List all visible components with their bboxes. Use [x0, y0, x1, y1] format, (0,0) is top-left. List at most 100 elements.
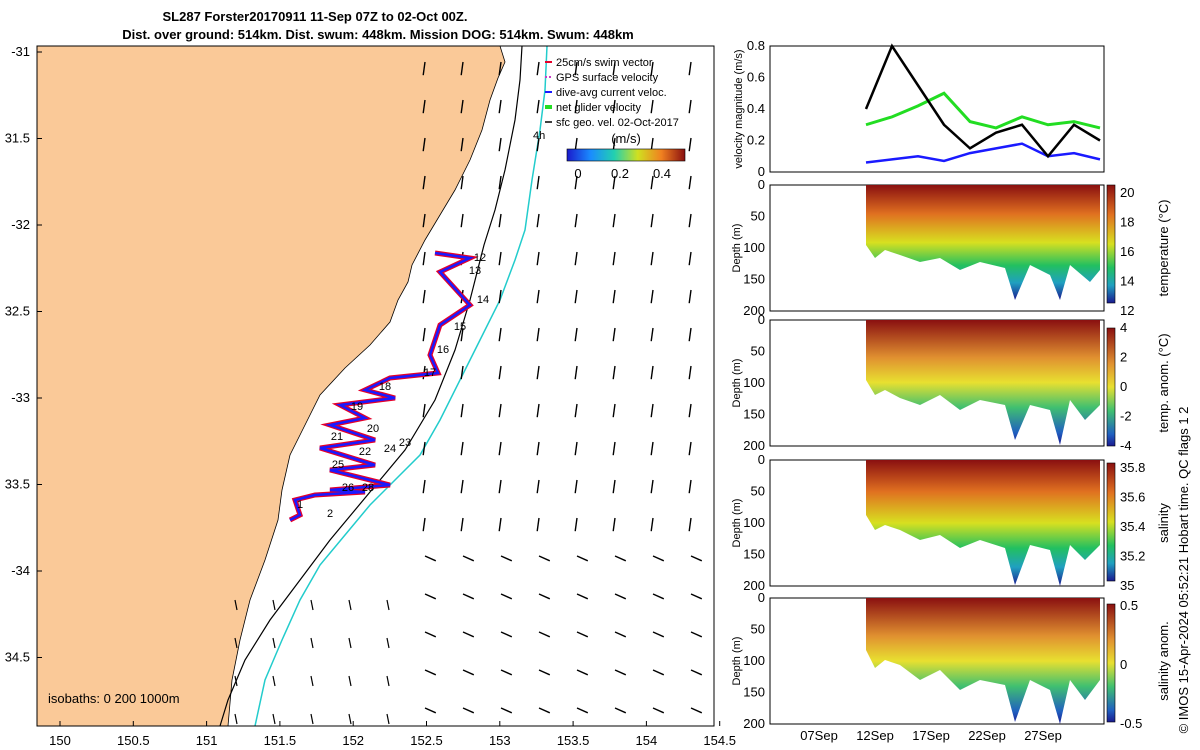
- current-arrow: [536, 251, 540, 266]
- current-arrow: [688, 517, 692, 532]
- day-label: 17: [424, 367, 436, 379]
- colorbar-tick: -2: [1120, 409, 1132, 424]
- colorbar-tick: 35.8: [1120, 460, 1145, 475]
- current-arrow: [614, 593, 627, 600]
- panel-y-tick: 0.8: [747, 38, 765, 53]
- legend-geo: sfc geo. vel. 02-Oct-2017: [556, 117, 679, 129]
- day-label: 20: [367, 423, 379, 435]
- current-arrow: [538, 669, 551, 676]
- colorbar-tick: 4: [1120, 320, 1127, 335]
- current-arrow: [536, 517, 540, 532]
- current-arrow: [690, 555, 703, 562]
- current-arrow: [460, 365, 464, 380]
- day-label: 19: [351, 401, 363, 413]
- map-y-ticks: -31 31.5 -32 32.5 -33 33.5 -34 34.5: [5, 44, 42, 665]
- current-arrow: [612, 61, 616, 76]
- current-arrow: [422, 403, 426, 418]
- panel-ylabel: Depth (m): [731, 224, 743, 273]
- current-arrow: [310, 675, 314, 687]
- map-x-tick: 150: [49, 733, 71, 748]
- current-arrow: [422, 327, 426, 342]
- current-arrow: [460, 61, 464, 76]
- colorbar-label: temp. anom. (°C): [1156, 333, 1171, 432]
- current-arrow: [650, 175, 654, 190]
- current-arrow: [688, 213, 692, 228]
- current-arrow: [688, 441, 692, 456]
- velocity-series: [865, 91, 1101, 130]
- map-y-tick: -31: [11, 44, 30, 59]
- panel-y-tick: 0: [758, 177, 765, 192]
- isobath-200: [219, 45, 523, 727]
- colorbar-tick: 35.2: [1120, 549, 1145, 564]
- current-arrow: [538, 593, 551, 600]
- colorbar-tick: 0.5: [1120, 598, 1138, 613]
- current-arrow: [422, 213, 426, 228]
- current-arrow: [424, 669, 437, 676]
- current-arrow: [498, 251, 502, 266]
- time-tick: 12Sep: [856, 728, 894, 743]
- current-arrow: [272, 675, 276, 687]
- current-arrow: [460, 327, 464, 342]
- panel-y-tick: 50: [751, 484, 765, 499]
- current-arrow: [576, 669, 589, 676]
- current-arrow: [612, 441, 616, 456]
- current-arrow: [424, 707, 437, 714]
- colorbar-tick: 14: [1120, 274, 1134, 289]
- current-arrow: [652, 707, 665, 714]
- current-arrow: [536, 441, 540, 456]
- colorbar-label: salinity: [1156, 503, 1171, 543]
- panel-ylabel: Depth (m): [731, 359, 743, 408]
- current-arrow: [690, 631, 703, 638]
- current-arrow: [272, 599, 276, 611]
- current-arrow: [536, 61, 540, 76]
- current-arrow: [422, 289, 426, 304]
- current-arrow: [272, 637, 276, 649]
- map-x-tick: 150.5: [117, 733, 150, 748]
- day-label: 2: [327, 508, 333, 520]
- current-arrow: [460, 441, 464, 456]
- current-arrow: [614, 669, 627, 676]
- current-arrow: [234, 675, 238, 687]
- legend-net: net glider velocity: [556, 102, 641, 114]
- current-arrow: [498, 175, 502, 190]
- map-x-tick: 154: [636, 733, 658, 748]
- colorbar-title: (m/s): [611, 131, 641, 146]
- current-arrows: [234, 61, 703, 725]
- current-arrow: [612, 99, 616, 114]
- current-arrow: [574, 61, 578, 76]
- current-arrow: [576, 631, 589, 638]
- current-arrow: [690, 707, 703, 714]
- isobath-label: isobaths: 0 200 1000m: [48, 691, 180, 706]
- time-label: 4h: [533, 130, 545, 142]
- colorbar-tick: 35.6: [1120, 490, 1145, 505]
- current-arrow: [348, 599, 352, 611]
- panel-y-tick: 100: [743, 375, 765, 390]
- time-tick: 27Sep: [1024, 728, 1062, 743]
- colorbar-tick: 35.4: [1120, 519, 1145, 534]
- panel-y-tick: 150: [743, 685, 765, 700]
- day-label: 21: [331, 431, 343, 443]
- legend-dive: dive-avg current veloc.: [556, 87, 667, 99]
- current-arrow: [462, 707, 475, 714]
- colorbar-tick: 12: [1120, 303, 1134, 318]
- current-arrow: [536, 213, 540, 228]
- isobath-1000: [254, 45, 548, 727]
- current-arrow: [688, 175, 692, 190]
- colorbar-tick: 2: [1120, 350, 1127, 365]
- panel-y-tick: 100: [743, 653, 765, 668]
- current-arrow: [460, 213, 464, 228]
- current-arrow: [462, 555, 475, 562]
- current-arrow: [500, 707, 513, 714]
- current-arrow: [650, 403, 654, 418]
- panel-y-tick: 150: [743, 272, 765, 287]
- current-arrow: [538, 707, 551, 714]
- land-mass: [36, 45, 506, 727]
- current-arrow: [536, 327, 540, 342]
- current-arrow: [536, 289, 540, 304]
- current-arrow: [500, 555, 513, 562]
- current-arrow: [460, 479, 464, 494]
- current-arrow: [612, 403, 616, 418]
- current-arrow: [650, 213, 654, 228]
- current-arrow: [612, 175, 616, 190]
